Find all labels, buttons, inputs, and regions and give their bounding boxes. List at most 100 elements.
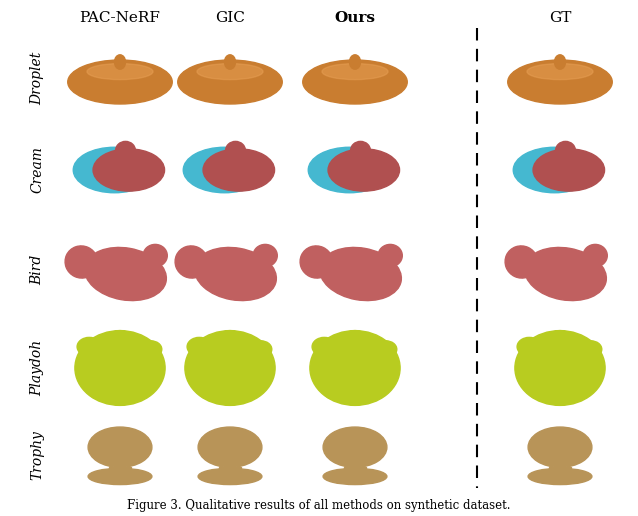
Ellipse shape [345, 331, 365, 346]
Ellipse shape [505, 246, 538, 278]
Ellipse shape [140, 341, 162, 358]
Bar [65, 228, 175, 312]
Ellipse shape [322, 63, 388, 79]
Ellipse shape [178, 60, 282, 104]
Ellipse shape [328, 149, 399, 191]
Ellipse shape [88, 427, 152, 467]
Ellipse shape [367, 382, 387, 397]
Ellipse shape [220, 331, 240, 346]
Ellipse shape [87, 63, 153, 79]
Text: Droplet: Droplet [30, 51, 44, 105]
Bar [300, 421, 410, 490]
Bar [505, 228, 615, 312]
Bar [175, 324, 285, 413]
Ellipse shape [187, 337, 211, 356]
Ellipse shape [199, 384, 221, 399]
Bar [505, 136, 615, 205]
Ellipse shape [508, 60, 612, 104]
Text: GT: GT [549, 11, 571, 25]
Bar [300, 228, 410, 312]
Bar [505, 36, 615, 120]
Text: Figure 3. Qualitative results of all methods on synthetic dataset.: Figure 3. Qualitative results of all met… [127, 498, 511, 511]
Bar [175, 36, 285, 120]
Bar [65, 324, 175, 413]
Ellipse shape [323, 469, 387, 485]
Ellipse shape [225, 55, 235, 69]
Ellipse shape [572, 382, 592, 397]
Bar [505, 324, 615, 413]
Text: Trophy: Trophy [30, 430, 44, 480]
Bar [175, 421, 285, 490]
Ellipse shape [515, 331, 605, 406]
Bar [300, 136, 410, 205]
Bar [344, 466, 366, 473]
Ellipse shape [85, 247, 167, 301]
Ellipse shape [77, 337, 101, 356]
Ellipse shape [175, 246, 208, 278]
Ellipse shape [195, 247, 276, 301]
Text: Playdoh: Playdoh [30, 340, 44, 396]
Ellipse shape [554, 55, 565, 69]
Ellipse shape [350, 55, 360, 69]
Ellipse shape [203, 149, 274, 191]
Ellipse shape [93, 149, 165, 191]
Ellipse shape [580, 341, 602, 358]
Bar [549, 466, 571, 473]
Ellipse shape [556, 141, 575, 159]
Ellipse shape [529, 384, 551, 399]
Ellipse shape [300, 246, 333, 278]
Ellipse shape [312, 337, 336, 356]
Ellipse shape [524, 247, 606, 301]
Ellipse shape [528, 469, 592, 485]
Bar [175, 228, 285, 312]
Ellipse shape [303, 60, 407, 104]
Text: GIC: GIC [215, 11, 245, 25]
Ellipse shape [185, 331, 275, 406]
Ellipse shape [378, 245, 403, 267]
Ellipse shape [528, 427, 592, 467]
Bar [109, 466, 131, 473]
Bar [300, 324, 410, 413]
Ellipse shape [65, 246, 98, 278]
Bar [65, 36, 175, 120]
Ellipse shape [310, 331, 400, 406]
Ellipse shape [88, 469, 152, 485]
Ellipse shape [375, 341, 397, 358]
Ellipse shape [68, 60, 172, 104]
Ellipse shape [114, 55, 126, 69]
Text: PAC-NeRF: PAC-NeRF [80, 11, 160, 25]
Ellipse shape [513, 147, 596, 193]
Ellipse shape [583, 245, 607, 267]
Ellipse shape [242, 382, 262, 397]
Bar [175, 136, 285, 205]
Ellipse shape [533, 149, 605, 191]
Ellipse shape [527, 63, 593, 79]
Ellipse shape [550, 331, 570, 346]
Ellipse shape [197, 63, 263, 79]
Ellipse shape [250, 341, 272, 358]
Ellipse shape [143, 245, 167, 267]
Ellipse shape [110, 331, 130, 346]
Text: Cream: Cream [30, 147, 44, 194]
Ellipse shape [73, 147, 156, 193]
Ellipse shape [75, 331, 165, 406]
Text: Ours: Ours [334, 11, 376, 25]
Ellipse shape [308, 147, 390, 193]
Bar [300, 36, 410, 120]
Bar [505, 421, 615, 490]
Ellipse shape [198, 427, 262, 467]
Ellipse shape [226, 141, 246, 159]
Ellipse shape [198, 469, 262, 485]
Ellipse shape [253, 245, 278, 267]
Text: Bird: Bird [30, 255, 44, 285]
Ellipse shape [183, 147, 266, 193]
Ellipse shape [320, 247, 401, 301]
Ellipse shape [351, 141, 371, 159]
Bar [219, 466, 241, 473]
Bar [65, 136, 175, 205]
Ellipse shape [323, 427, 387, 467]
Bar [65, 421, 175, 490]
Ellipse shape [324, 384, 346, 399]
Ellipse shape [115, 141, 135, 159]
Ellipse shape [132, 382, 152, 397]
